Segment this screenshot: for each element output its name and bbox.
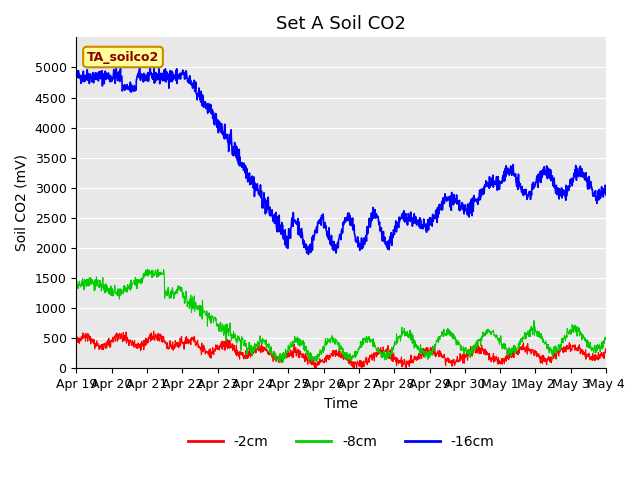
-8cm: [135, 278, 143, 284]
-16cm: [72, 72, 80, 78]
-2cm: [72, 340, 80, 346]
-8cm: [602, 334, 610, 340]
Line: -8cm: -8cm: [76, 269, 606, 363]
-8cm: [113, 290, 121, 296]
-2cm: [308, 358, 316, 364]
-16cm: [374, 218, 382, 224]
-16cm: [319, 216, 326, 221]
-16cm: [305, 252, 312, 257]
-2cm: [298, 351, 305, 357]
Title: Set A Soil CO2: Set A Soil CO2: [276, 15, 406, 33]
-16cm: [309, 233, 317, 239]
-2cm: [150, 328, 157, 334]
Line: -16cm: -16cm: [76, 62, 606, 254]
Legend: -2cm, -8cm, -16cm: -2cm, -8cm, -16cm: [182, 429, 500, 454]
-16cm: [298, 226, 305, 231]
Y-axis label: Soil CO2 (mV): Soil CO2 (mV): [15, 155, 29, 252]
-16cm: [135, 68, 143, 74]
-8cm: [143, 266, 151, 272]
-8cm: [319, 347, 326, 353]
-8cm: [374, 345, 382, 350]
-16cm: [113, 74, 121, 80]
-8cm: [72, 284, 80, 290]
-2cm: [602, 346, 610, 351]
-8cm: [276, 360, 284, 366]
-2cm: [113, 338, 121, 344]
-2cm: [350, 366, 358, 372]
-8cm: [298, 341, 306, 347]
-2cm: [135, 343, 143, 348]
-2cm: [318, 359, 326, 364]
X-axis label: Time: Time: [324, 397, 358, 411]
Line: -2cm: -2cm: [76, 331, 606, 369]
-16cm: [602, 192, 610, 198]
Text: TA_soilco2: TA_soilco2: [87, 50, 159, 63]
-2cm: [374, 351, 382, 357]
-8cm: [309, 355, 317, 360]
-16cm: [147, 60, 154, 65]
